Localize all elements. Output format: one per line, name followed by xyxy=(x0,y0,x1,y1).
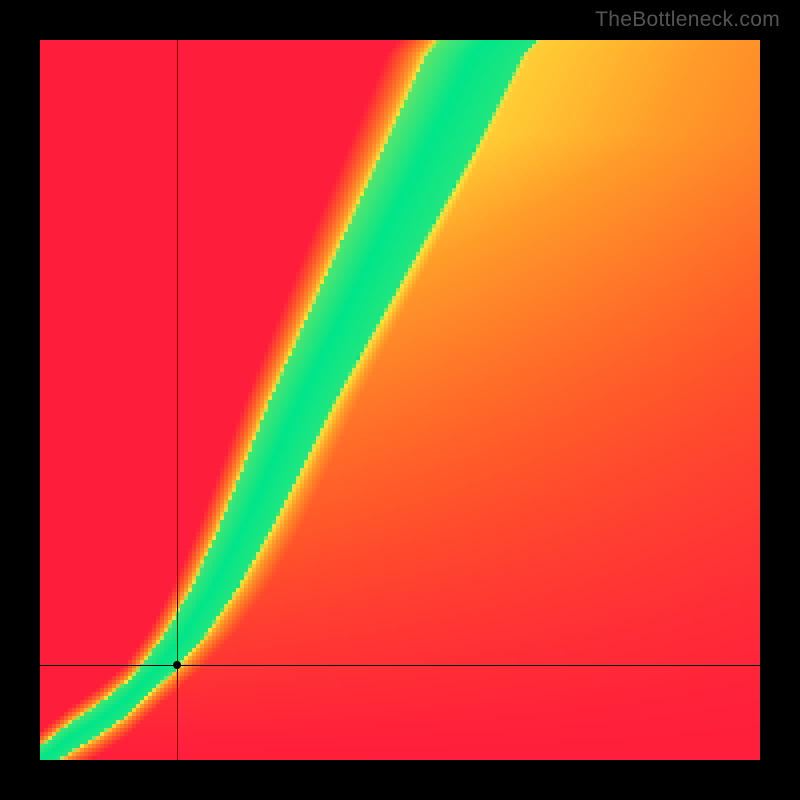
crosshair-horizontal xyxy=(40,665,760,666)
heatmap-canvas xyxy=(40,40,760,760)
watermark-text: TheBottleneck.com xyxy=(595,8,780,32)
heatmap-plot xyxy=(40,40,760,760)
marker-dot xyxy=(173,661,181,669)
crosshair-vertical xyxy=(177,40,178,760)
